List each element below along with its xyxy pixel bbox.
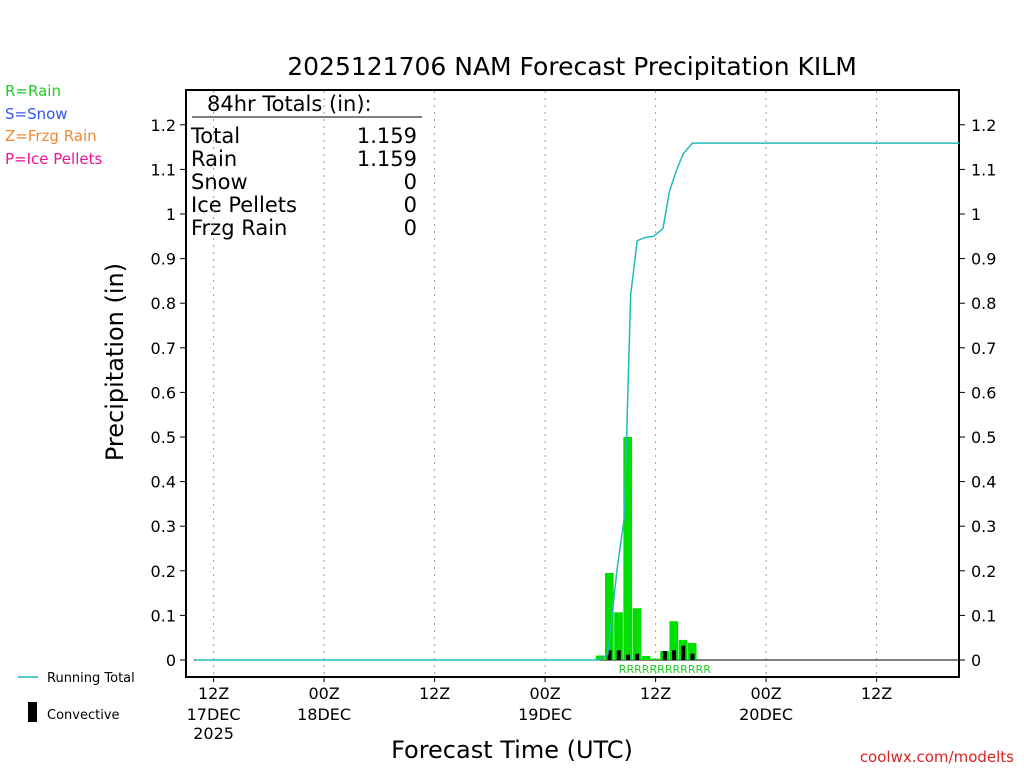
totals-label-frzg-rain: Frzg Rain: [191, 216, 287, 240]
rain-bar: [651, 658, 660, 660]
y-tick-label-right: 0.3: [971, 517, 996, 536]
y-tick-label-right: 0.4: [971, 473, 996, 492]
y-tick-label-left: 0.3: [151, 517, 176, 536]
y-tick-label-left: 0.7: [151, 339, 176, 358]
totals-label-ice-pellets: Ice Pellets: [191, 193, 297, 217]
x-axis-label: Forecast Time (UTC): [391, 736, 633, 764]
y-tick-label-right: 0.8: [971, 294, 996, 313]
rain-bar: [614, 612, 623, 660]
legend-frzg-rain: Z=Frzg Rain: [5, 127, 97, 145]
convective-bar: [690, 653, 695, 660]
totals-annotation: 84hr Totals (in): Total 1.159 Rain 1.159…: [190, 92, 422, 240]
convective-legend-swatch: [28, 702, 37, 722]
y-tick-label-left: 0.5: [151, 428, 176, 447]
convective-bar: [662, 651, 667, 660]
totals-heading: 84hr Totals (in):: [207, 92, 372, 116]
rain-bar: [595, 655, 605, 660]
running-total-line: [195, 142, 960, 661]
y-tick-label-right: 0.5: [971, 428, 996, 447]
y-tick-label-right: 1.1: [971, 160, 996, 179]
x-tick-label: 12Z: [861, 684, 892, 703]
y-tick-label-left: 0: [166, 651, 176, 670]
y-tick-label-left: 1.2: [151, 116, 176, 135]
convective-bar: [607, 650, 612, 660]
totals-value-total: 1.159: [357, 124, 417, 148]
credit-text: coolwx.com/modelts: [860, 748, 1014, 766]
series-legend: Running Total Convective: [18, 671, 135, 723]
y-tick-label-left: 0.4: [151, 473, 176, 492]
y-tick-label-right: 0.1: [971, 606, 996, 625]
totals-label-rain: Rain: [191, 147, 237, 171]
x-tick-day-label: 20DEC: [739, 705, 793, 724]
totals-value-frzg-rain: 0: [404, 216, 417, 240]
y-tick-label-left: 1: [166, 205, 176, 224]
x-tick-label: 12Z: [640, 684, 671, 703]
y-tick-label-left: 0.8: [151, 294, 176, 313]
rain-bar: [604, 573, 614, 660]
rain-bar: [669, 621, 679, 660]
convective-legend-label: Convective: [47, 708, 120, 723]
y-tick-label-right: 0.2: [971, 562, 996, 581]
running-total-legend-label: Running Total: [47, 671, 135, 686]
precip-type-codes: RRRRRRRRRRRR: [619, 663, 711, 676]
x-tick-day-label: 17DEC: [187, 705, 241, 724]
convective-bar: [625, 654, 630, 660]
legend-ice-pellets: P=Ice Pellets: [5, 150, 102, 168]
y-tick-label-right: 0: [971, 651, 981, 670]
totals-label-total: Total: [190, 124, 240, 148]
totals-value-snow: 0: [404, 170, 417, 194]
rain-bar: [632, 608, 642, 660]
convective-bar: [672, 650, 677, 660]
totals-value-rain: 1.159: [357, 147, 417, 171]
x-tick-day-label: 18DEC: [297, 705, 351, 724]
chart-title: 2025121706 NAM Forecast Precipitation KI…: [287, 52, 857, 81]
x-tick-label: 12Z: [198, 684, 229, 703]
legend-rain: R=Rain: [5, 82, 61, 100]
totals-label-snow: Snow: [191, 170, 248, 194]
plot-area: [185, 89, 960, 678]
y-tick-label-right: 1.2: [971, 116, 996, 135]
y-axis-label: Precipitation (in): [101, 263, 129, 461]
y-tick-label-right: 0.6: [971, 383, 996, 402]
totals-value-ice-pellets: 0: [404, 193, 417, 217]
x-tick-year-label: 2025: [193, 724, 234, 743]
y-tick-label-left: 0.2: [151, 562, 176, 581]
precip-type-legend: R=Rain S=Snow Z=Frzg Rain P=Ice Pellets: [5, 82, 102, 168]
rain-bar: [641, 655, 651, 660]
x-tick-label: 00Z: [529, 684, 560, 703]
rain-bar: [623, 437, 633, 660]
convective-bar: [635, 653, 640, 660]
legend-snow: S=Snow: [5, 105, 68, 123]
convective-bar: [616, 650, 621, 660]
x-tick-label: 12Z: [419, 684, 450, 703]
x-tick-label: 00Z: [308, 684, 339, 703]
y-tick-label-left: 1.1: [151, 160, 176, 179]
y-tick-label-right: 0.9: [971, 250, 996, 269]
rain-bar: [687, 643, 697, 660]
x-tick-day-label: 19DEC: [518, 705, 572, 724]
y-tick-label-left: 0.1: [151, 606, 176, 625]
y-tick-label-right: 0.7: [971, 339, 996, 358]
convective-bar: [681, 645, 686, 660]
x-tick-label: 00Z: [750, 684, 781, 703]
y-tick-label-right: 1: [971, 205, 981, 224]
y-tick-label-left: 0.9: [151, 250, 176, 269]
y-tick-label-left: 0.6: [151, 383, 176, 402]
